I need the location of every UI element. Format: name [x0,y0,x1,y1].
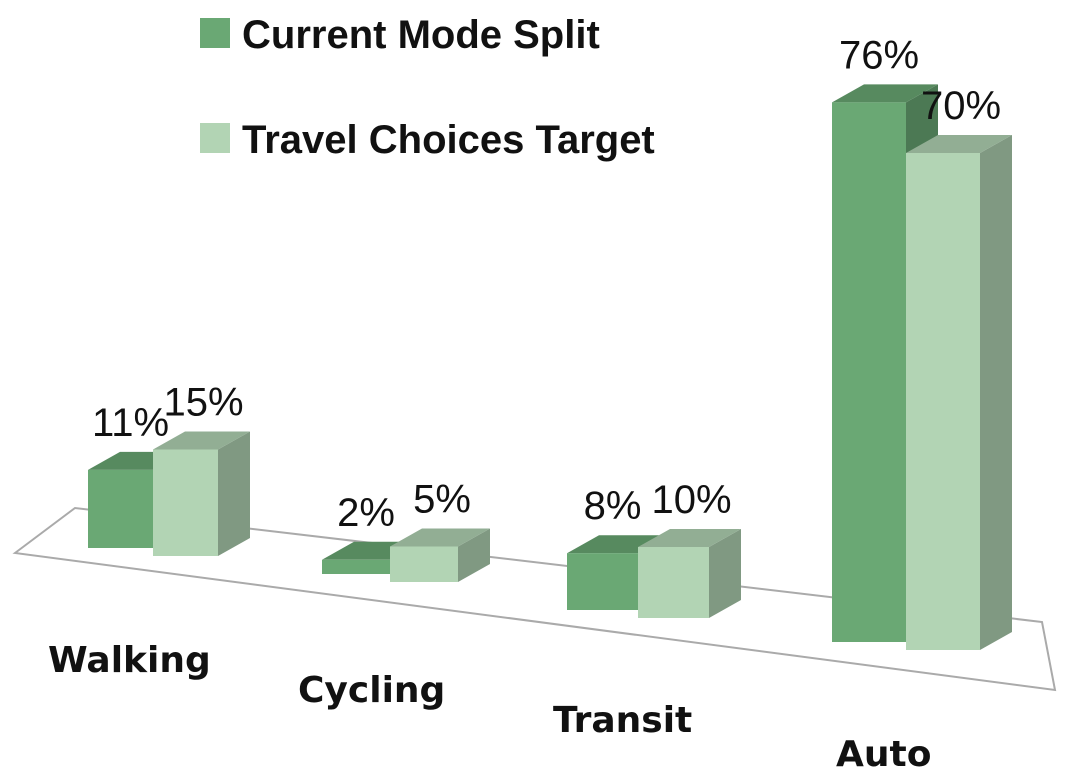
bar [390,546,458,582]
data-label: 2% [337,491,395,535]
data-label: 76% [839,33,919,77]
bar-top [638,529,741,547]
bar [88,469,153,548]
data-label: 8% [584,484,642,528]
bar-side [709,529,741,618]
bar-top [832,84,938,103]
legend-swatch [200,18,230,48]
data-label: 11% [92,401,169,445]
data-label: 70% [921,84,1001,128]
data-label: 15% [163,381,243,425]
bar [638,547,709,618]
bar [906,153,980,650]
legend-swatch [200,123,230,153]
bar [567,553,638,610]
bar-side [218,431,250,556]
data-label: 5% [413,478,471,522]
x-tick-label: Auto [836,734,931,775]
x-tick-label: Walking [48,640,211,681]
legend-label: Travel Choices Target [242,118,655,162]
bar [832,102,906,642]
bar-top [390,528,490,547]
x-tick-label: Cycling [298,670,445,711]
x-tick-label: Transit [553,700,692,741]
bar-side [458,528,490,582]
bar-side [980,135,1012,650]
floor [12,506,1057,692]
data-label: 10% [651,478,731,522]
bar-top [153,431,250,450]
legend-label: Current Mode Split [242,13,600,57]
bar-top [906,135,1012,153]
bar [153,449,218,556]
bar [322,559,390,574]
